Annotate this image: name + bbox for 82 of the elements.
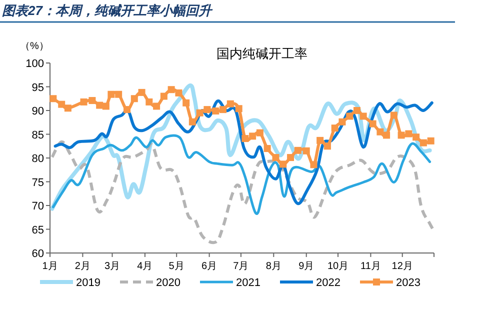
point [80,98,88,106]
point [204,106,211,114]
point [235,105,242,112]
point [427,137,434,144]
chart-title: 图表27：本周，纯碱开工率小幅回升 [2,3,214,18]
point [175,89,182,96]
x-tick-label: 1月 [42,261,58,272]
y-tick-label: 95 [32,82,44,94]
point [153,102,160,110]
line-series [54,99,434,206]
point [390,112,398,119]
x-tick-label: 12月 [392,261,413,272]
point [331,124,338,132]
point [287,154,294,162]
x-tick-label: 11月 [360,261,381,272]
point [324,142,331,150]
y-axis-title: （%） [20,41,49,52]
point [256,129,264,136]
y-tick-label: 70 [32,200,44,212]
point [316,136,324,144]
x-tick-label: 5月 [168,261,184,272]
point [226,100,234,108]
point [353,107,360,114]
point [138,88,146,96]
point [383,132,390,139]
x-tick-label: 9月 [298,261,314,272]
point [188,118,196,126]
x-tick-label: 8月 [266,261,282,272]
y-tick-label: 85 [32,129,44,142]
x-tick-label: 7月 [233,261,249,272]
point [64,104,72,112]
y-tick-label: 60 [32,248,44,260]
legend-label: 2020 [156,277,180,289]
y-tick-label: 65 [32,224,44,236]
x-tick-label: 2月 [74,261,90,272]
line-series [50,140,436,244]
point [146,98,153,106]
point [346,112,354,120]
point [338,118,346,126]
point [310,161,318,168]
point [376,128,384,136]
y-tick-label: 100 [26,58,44,70]
point [124,106,131,114]
point [196,109,204,116]
point [249,132,256,140]
y-tick-label: 80 [32,153,44,165]
legend-label: 2022 [316,277,340,289]
point [398,132,405,139]
y-tick-label: 90 [32,106,44,118]
point [412,134,420,141]
point [88,97,96,104]
point [264,145,271,152]
point [115,90,122,98]
point [212,107,220,114]
point [160,92,168,100]
point [360,112,367,120]
legend-label: 2019 [76,277,100,289]
x-tick-label: 4月 [137,261,153,272]
point [108,90,115,98]
chart-subtitle: 国内纯碱开工率 [216,46,308,62]
point [294,146,302,154]
point [420,139,427,146]
point [182,99,190,106]
point [168,86,175,94]
point [58,100,66,108]
point [130,95,138,102]
x-tick-label: 10月 [327,261,349,272]
legend-label: 2023 [396,277,420,289]
point [272,154,280,162]
point [102,102,110,110]
x-tick-label: 6月 [202,261,218,272]
y-tick-label: 75 [32,176,44,189]
point [369,120,376,128]
legend-label: 2021 [236,277,260,289]
point [220,106,227,114]
point [280,160,287,168]
point [50,95,57,102]
x-tick-label: 3月 [104,261,120,272]
point [302,147,310,154]
point [242,135,249,142]
point [405,130,412,138]
point [96,102,104,109]
